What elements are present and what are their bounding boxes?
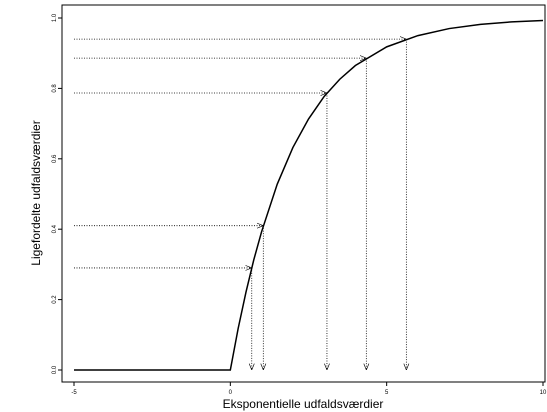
x-axis-label: Eksponentielle udfaldsværdier bbox=[223, 397, 384, 411]
y-tick-label: 0.2 bbox=[52, 295, 58, 304]
x-tick-label: 0 bbox=[229, 390, 233, 396]
curve bbox=[74, 19, 544, 371]
x-tick-label: 5 bbox=[385, 390, 389, 396]
x-tick-label: -5 bbox=[71, 390, 77, 396]
y-tick-label: 0.4 bbox=[52, 224, 58, 233]
y-tick-label: 0.8 bbox=[52, 84, 58, 93]
y-tick-label: 1.0 bbox=[52, 13, 58, 22]
x-tick-label: 10 bbox=[540, 390, 547, 396]
y-axis-label: Ligefordelte udfaldsværdier bbox=[29, 120, 43, 265]
y-tick-label: 0.0 bbox=[52, 365, 58, 374]
y-tick-label: 0.6 bbox=[52, 154, 58, 163]
plot-frame bbox=[61, 4, 546, 383]
